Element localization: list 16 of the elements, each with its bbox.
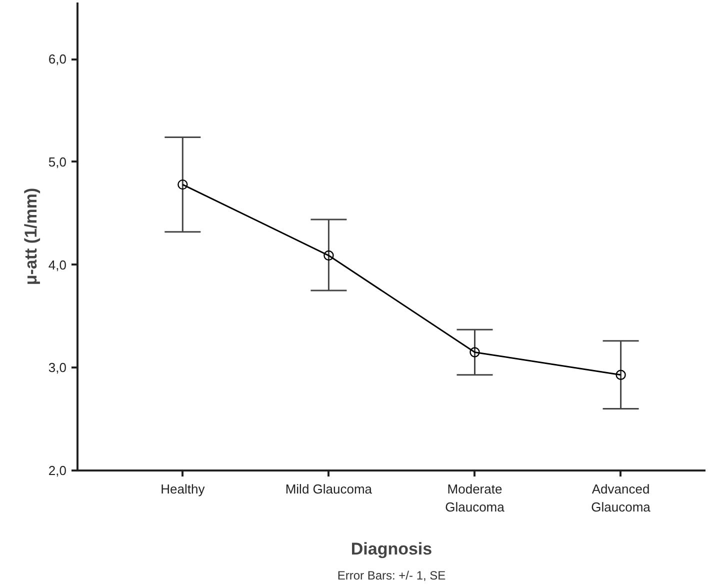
x-tick-label: Healthy [160,482,206,496]
x-axis-title: Diagnosis [350,540,432,558]
x-tick-label: Mild Glaucoma [285,482,373,496]
y-tick-label: 6,0 [48,52,67,67]
text: Error Bars: +/- 1, SE [337,568,446,582]
y-tick-label: 3,0 [48,360,67,376]
y-tick-label: 5,0 [48,154,67,170]
x-tick-label: Moderate Glaucoma [445,482,506,514]
y-tick-label: 4,0 [48,257,67,272]
y-tick-label: 2,0 [48,463,67,478]
y-axis-title: μ-att (1/mm) [21,188,40,286]
point [616,370,626,380]
point [470,347,480,358]
x-tick-label: Advanced Glaucoma [591,482,652,514]
point [178,179,188,190]
point [324,250,334,261]
